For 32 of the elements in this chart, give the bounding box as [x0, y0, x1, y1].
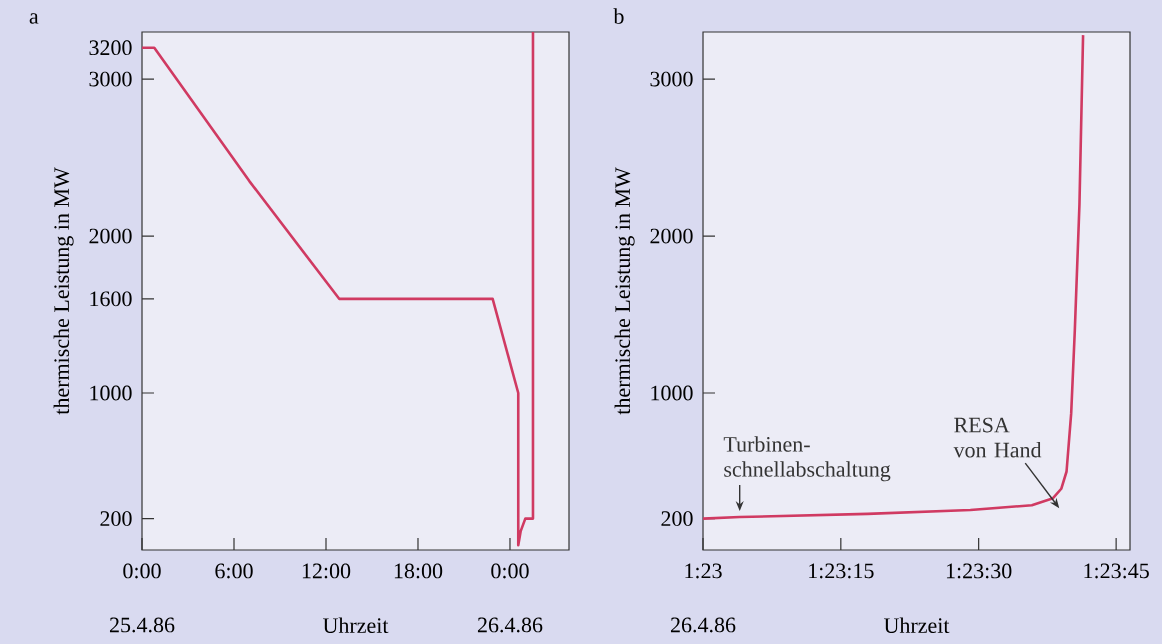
line-series	[701, 33, 1085, 520]
text: 26.4.86	[477, 617, 543, 633]
chart-title: a	[29, 13, 39, 24]
x-tick-label: 1:23	[685, 563, 722, 579]
x-tick-label: 1:23:45	[1084, 563, 1149, 579]
y-tick-label: 1000	[90, 385, 132, 401]
line-series	[140, 30, 535, 547]
text: 25.4.86	[109, 617, 175, 633]
y-axis-title: thermische Leistung in MW	[53, 167, 74, 415]
y-tick-label: 2000	[89, 228, 132, 244]
text: 26.4.86	[670, 617, 736, 633]
y-tick-label: 2000	[650, 228, 693, 244]
y-tick-label: 3200	[89, 40, 132, 56]
x-axis-title: Uhrzeit	[322, 617, 389, 633]
y-tick-label: 200	[100, 511, 132, 527]
y-tick-label: 3000	[650, 71, 693, 87]
x-tick-label: 6:00	[215, 563, 253, 579]
y-axis-title: thermische Leistung in MW	[614, 167, 635, 415]
y-tick-label: 200	[661, 511, 693, 527]
chart-title: b	[613, 8, 624, 24]
x-tick-label: 1:23:30	[946, 563, 1012, 579]
x-tick-label: 12:00	[302, 563, 351, 579]
x-axis-title: Uhrzeit	[884, 617, 950, 633]
x-tick-label: 18:00	[394, 563, 443, 579]
annotation: RESA von Hand	[953, 417, 1042, 458]
annotation: Turbinen-schnellabschaltung	[723, 436, 891, 482]
y-tick-label: 3000	[89, 71, 132, 87]
x-tick-label: 0:00	[123, 563, 161, 579]
x-tick-label: 1:23:15	[809, 563, 874, 579]
y-tick-label: 1000	[651, 385, 693, 401]
y-tick-label: 1600	[90, 291, 132, 307]
x-tick-label: 0:00	[491, 563, 529, 579]
